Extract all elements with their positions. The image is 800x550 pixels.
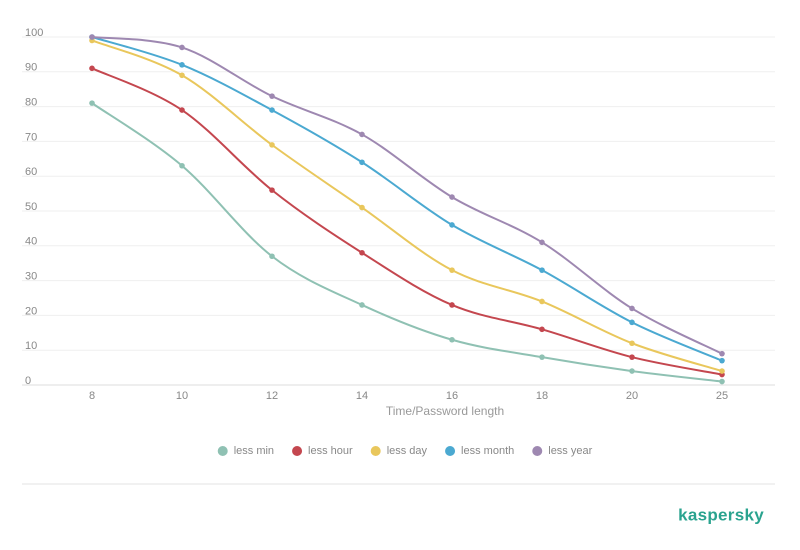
data-point <box>269 107 275 113</box>
data-point <box>449 336 455 343</box>
data-point <box>89 34 95 40</box>
data-point <box>179 72 185 79</box>
data-point <box>539 267 545 273</box>
series-line <box>91 67 723 376</box>
x-tick-label: 14 <box>356 390 368 402</box>
y-tick-label: 90 <box>25 62 37 74</box>
x-tick-label: 18 <box>536 390 548 402</box>
data-point <box>539 326 545 333</box>
legend-label[interactable]: less day <box>387 445 428 457</box>
data-point <box>359 204 365 211</box>
y-tick-label: 70 <box>25 131 37 143</box>
x-axis-title: Time/Password length <box>386 404 504 418</box>
x-tick-label: 20 <box>626 390 638 402</box>
data-point <box>179 62 185 68</box>
y-tick-label: 10 <box>25 340 37 352</box>
data-point <box>269 253 275 260</box>
legend-marker <box>292 446 303 456</box>
data-point <box>179 107 185 113</box>
data-point <box>719 350 725 357</box>
legend-label[interactable]: less hour <box>308 445 353 457</box>
legend-marker <box>445 446 456 456</box>
data-point <box>359 159 365 166</box>
data-point <box>539 239 545 246</box>
data-point <box>269 142 275 148</box>
data-point <box>179 162 185 169</box>
series-line <box>91 36 723 362</box>
legend-label[interactable]: less min <box>234 445 274 457</box>
y-tick-label: 60 <box>25 166 37 178</box>
y-tick-label: 20 <box>25 305 37 317</box>
data-point <box>719 357 725 364</box>
y-tick-label: 50 <box>25 201 37 213</box>
data-point <box>449 222 455 228</box>
series-line <box>91 36 723 355</box>
data-point <box>539 354 545 360</box>
y-tick-label: 0 <box>25 375 31 387</box>
data-point <box>719 378 725 385</box>
data-point <box>89 100 95 106</box>
data-point <box>539 298 545 305</box>
data-point <box>269 187 275 193</box>
legend-label[interactable]: less month <box>461 445 514 457</box>
data-point <box>449 194 455 200</box>
y-tick-label: 30 <box>25 271 37 283</box>
legend-marker <box>217 446 228 456</box>
data-point <box>179 44 185 51</box>
x-tick-label: 10 <box>176 390 188 402</box>
data-point <box>719 368 725 374</box>
x-tick-label: 12 <box>266 390 278 402</box>
data-point <box>449 302 455 308</box>
legend-label[interactable]: less year <box>548 445 592 457</box>
legend-marker <box>370 446 381 456</box>
data-point <box>629 340 635 347</box>
series-line <box>91 102 723 383</box>
data-point <box>629 368 635 374</box>
y-tick-label: 40 <box>25 236 37 248</box>
series-line <box>91 39 723 373</box>
x-tick-label: 16 <box>446 390 458 402</box>
data-point <box>629 354 635 360</box>
legend-marker <box>532 446 543 456</box>
y-tick-label: 100 <box>25 27 43 39</box>
data-point <box>89 65 95 72</box>
x-tick-label: 8 <box>89 390 95 402</box>
brand-logo: kaspersky <box>678 505 764 524</box>
data-point <box>359 131 365 138</box>
data-point <box>449 267 455 273</box>
x-tick-label: 25 <box>716 390 728 402</box>
data-point <box>359 302 365 308</box>
data-point <box>629 319 635 326</box>
data-point <box>629 305 635 312</box>
data-point <box>359 249 365 256</box>
data-point <box>269 93 275 99</box>
y-tick-label: 80 <box>25 97 37 109</box>
